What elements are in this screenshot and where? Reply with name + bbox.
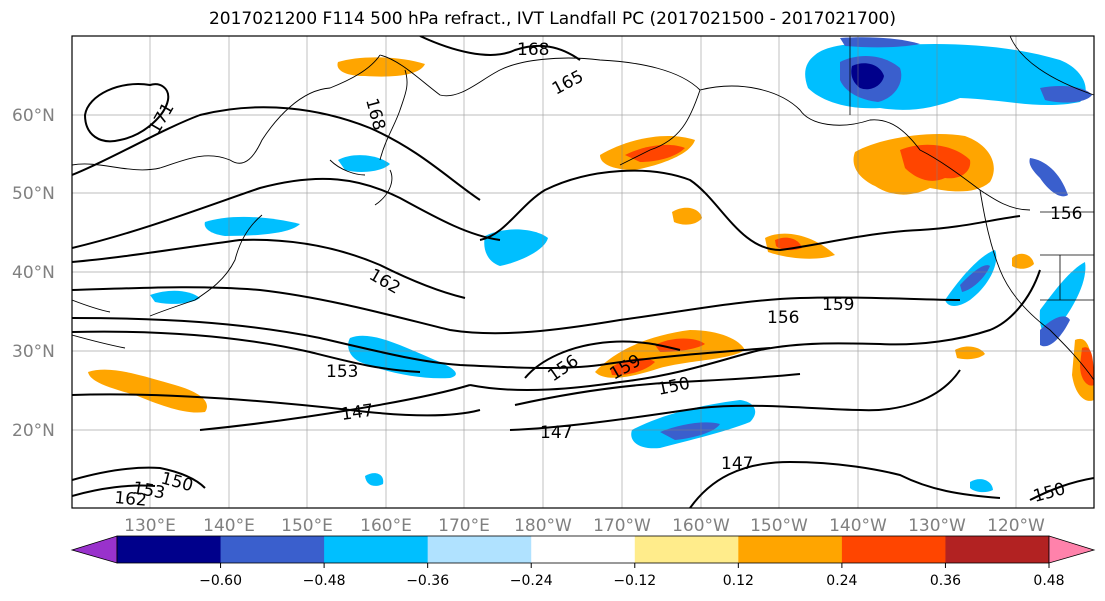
lon-label: 120°W — [987, 516, 1045, 536]
contour-label: 147 — [540, 423, 572, 443]
contour-label: 147 — [340, 401, 375, 425]
colorbar-segment — [324, 536, 429, 563]
colorbar-tick-label: 0.12 — [723, 573, 754, 589]
lon-label: 180°W — [514, 516, 572, 536]
contour-label: 153 — [326, 362, 358, 382]
contour-label: 156 — [767, 308, 799, 328]
colorbar-segment — [117, 536, 222, 563]
colorbar-segment — [531, 536, 636, 563]
lon-label: 140°W — [829, 516, 887, 536]
latitude-labels: 60°N 50°N 40°N 30°N 20°N — [12, 106, 55, 441]
lat-label: 30°N — [12, 342, 55, 362]
graticule — [72, 36, 1094, 508]
lon-label: 130°E — [124, 516, 176, 536]
lon-label: 160°W — [672, 516, 730, 536]
colorbar: −0.60 −0.48 −0.36 −0.24 −0.12 0.12 0.24 0.36 0.4… — [70, 535, 1096, 589]
colorbar-segment — [220, 536, 325, 563]
colorbar-segment — [841, 536, 946, 563]
contour-label: 156 — [1050, 204, 1082, 224]
colorbar-tick-label: −0.36 — [406, 573, 449, 589]
lat-label: 40°N — [12, 263, 55, 283]
coastlines — [72, 54, 1094, 381]
lat-label: 20°N — [12, 421, 55, 441]
colorbar-extend-high — [1048, 535, 1096, 564]
contour-label: 162 — [114, 488, 148, 511]
anomaly-shading — [88, 37, 1094, 493]
colorbar-tick-label: −0.60 — [199, 573, 242, 589]
colorbar-segment — [634, 536, 739, 563]
lon-label: 130°W — [908, 516, 966, 536]
lon-label: 150°E — [281, 516, 333, 536]
colorbar-tick-label: −0.12 — [613, 573, 656, 589]
contour-label: 147 — [721, 454, 753, 474]
lon-label: 170°W — [593, 516, 651, 536]
colorbar-tick-label: 0.36 — [930, 573, 961, 589]
lat-label: 50°N — [12, 184, 55, 204]
lon-label: 160°E — [360, 516, 412, 536]
colorbar-segment — [945, 536, 1050, 563]
lat-label: 60°N — [12, 106, 55, 126]
contour-label: 159 — [822, 295, 854, 315]
lon-label: 140°E — [203, 516, 255, 536]
colorbar-tick-label: 0.24 — [826, 573, 857, 589]
lon-label: 150°W — [750, 516, 808, 536]
contour-label: 168 — [517, 40, 549, 60]
country-borders — [849, 36, 1094, 301]
colorbar-segment — [427, 536, 532, 563]
colorbar-tick-label: −0.24 — [510, 573, 553, 589]
colorbar-segment — [738, 536, 843, 563]
colorbar-tick-label: −0.48 — [303, 573, 346, 589]
height-contours — [72, 36, 1094, 508]
colorbar-tick-label: 0.48 — [1033, 573, 1064, 589]
map-border — [71, 35, 1095, 509]
colorbar-extend-low — [70, 535, 118, 564]
longitude-labels: 130°E 140°E 150°E 160°E 170°E 180°W 170°… — [124, 516, 1045, 536]
lon-label: 170°E — [438, 516, 490, 536]
map-title: 2017021200 F114 500 hPa refract., IVT La… — [208, 9, 896, 29]
